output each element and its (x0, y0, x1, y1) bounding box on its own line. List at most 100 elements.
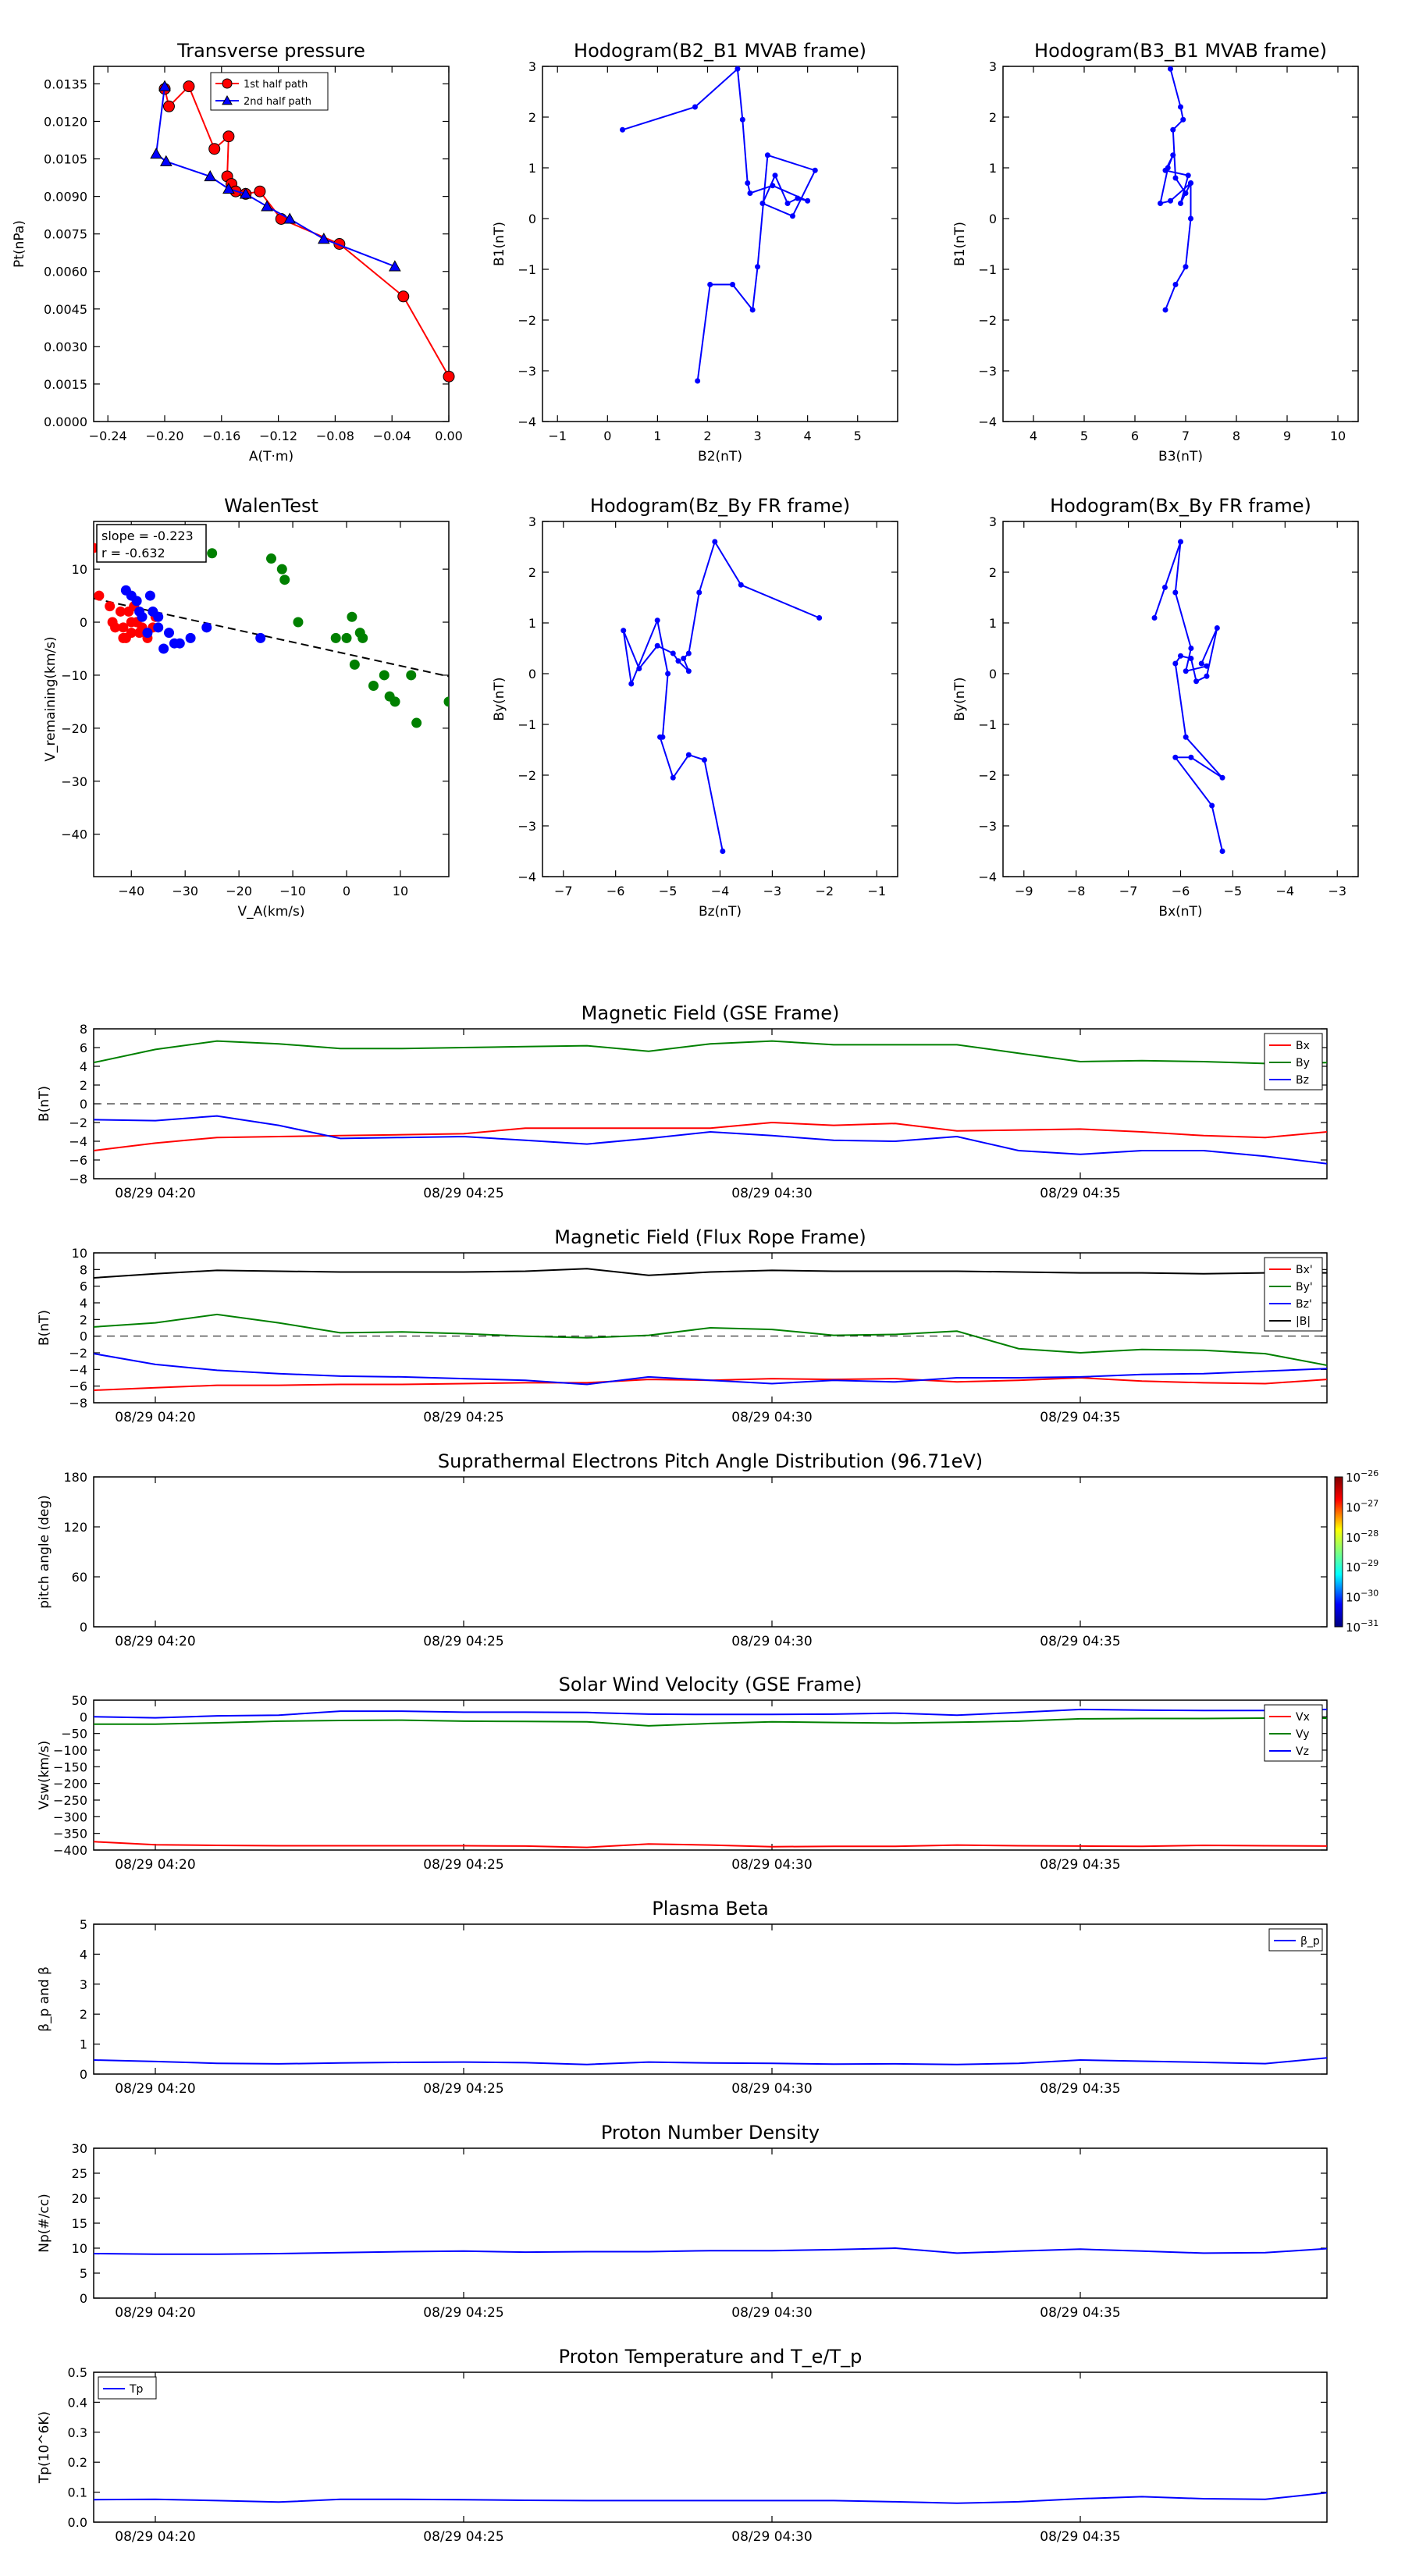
data-point (701, 757, 707, 763)
y-tick-label: 0.5 (68, 2365, 87, 2380)
y-tick-label: −30 (61, 774, 87, 789)
legend-label: 1st half path (244, 79, 308, 91)
legend-label: By' (1296, 1281, 1313, 1293)
y-tick-label: −50 (61, 1727, 87, 1742)
y-tick-label: 3 (989, 59, 997, 74)
y-tick-label: 0.0120 (44, 114, 87, 129)
y-tick-label: −250 (53, 1793, 87, 1808)
y-tick-label: 0.0045 (44, 302, 87, 317)
colorbar-tick-label: 10−30 (1346, 1589, 1378, 1605)
y-tick-label: 2 (989, 565, 997, 580)
data-point-green (389, 696, 400, 707)
y-tick-label: 1 (528, 616, 536, 631)
data-point-green (330, 632, 341, 643)
y-tick-label: −8 (69, 1172, 87, 1187)
y-axis-label: Pt(nPa) (12, 220, 27, 268)
y-tick-label: −200 (53, 1777, 87, 1791)
data-point-green (406, 670, 417, 681)
y-tick-label: −3 (978, 364, 997, 379)
x-tick-label: 08/29 04:25 (423, 2081, 503, 2097)
panel-np: Proton Number Density 08/29 04:20 08/29 04… (37, 2122, 1328, 2321)
data-point-red (118, 632, 129, 643)
data-point (764, 152, 770, 158)
x-tick-label: 1 (653, 429, 661, 443)
data-point-blue (144, 590, 155, 601)
series-line-Vz (94, 1708, 1327, 1719)
data-point (636, 666, 642, 671)
y-axis-label: Vsw(km/s) (37, 1741, 52, 1810)
plot-frame (93, 1923, 1328, 2075)
y-tick-label: 2 (989, 110, 997, 125)
x-tick-label: 0.00 (435, 429, 463, 443)
data-point (692, 104, 698, 110)
data-point (670, 650, 676, 656)
series-line-|B| (94, 1268, 1327, 1279)
x-tick-label: −0.20 (145, 429, 183, 443)
data-point (805, 197, 811, 204)
x-tick-label: 9 (1283, 429, 1291, 443)
y-tick-label: 0 (528, 667, 536, 681)
x-tick-label: 3 (753, 429, 761, 443)
data-point (1162, 307, 1168, 313)
data-point-green (341, 632, 352, 643)
y-tick-label: −300 (53, 1809, 87, 1824)
data-point (1188, 656, 1194, 661)
y-tick-label: 0.0105 (44, 152, 87, 167)
x-tick-label: −8 (1067, 884, 1086, 898)
y-tick-label: 0.0075 (44, 227, 87, 242)
x-tick-label: 08/29 04:25 (423, 1857, 503, 1873)
y-tick-label: −3 (518, 364, 536, 379)
series-line-Bz (94, 1115, 1327, 1165)
annotation-slope: slope = -0.223 (101, 528, 194, 543)
y-tick-label: 0 (80, 2067, 87, 2082)
x-tick-label: −7 (1119, 884, 1138, 898)
data-point (695, 378, 701, 384)
data-point (1172, 754, 1179, 760)
data-point (1204, 663, 1210, 669)
legend-label: Bz' (1296, 1298, 1312, 1311)
x-tick-label: 2 (703, 429, 711, 443)
y-tick-label: −8 (69, 1396, 87, 1411)
y-tick-label: −2 (69, 1346, 87, 1361)
data-point (183, 80, 195, 93)
y-tick-label: 2 (528, 565, 536, 580)
data-point (283, 212, 297, 224)
x-tick-label: 5 (854, 429, 862, 443)
y-tick-label: 1 (989, 161, 997, 176)
data-point (1180, 116, 1186, 123)
y-tick-label: −4 (978, 415, 997, 429)
y-tick-label: −4 (518, 415, 536, 429)
series-line-β_p (94, 2057, 1327, 2065)
data-point (681, 656, 687, 661)
panel-beta: Plasma Beta 08/29 04:20 08/29 04:25 08/29 0… (37, 1898, 1328, 2097)
data-point-green (293, 617, 304, 628)
y-tick-label: −3 (978, 819, 997, 834)
colorbar-tick-label: 10−26 (1346, 1468, 1378, 1485)
y-tick-label: 5 (80, 1917, 87, 1932)
y-axis-label: β_p and β (37, 1966, 52, 2032)
data-point (1193, 678, 1200, 685)
annotation-r: r = -0.632 (101, 546, 165, 560)
y-tick-label: 2 (80, 1312, 87, 1327)
colorbar-tick-label: 10−27 (1346, 1498, 1378, 1514)
data-point (222, 182, 235, 194)
y-tick-label: 0.0090 (44, 190, 87, 205)
annotation-frame (96, 524, 207, 563)
y-tick-label: −3 (518, 819, 536, 834)
data-point (1172, 660, 1179, 667)
y-tick-label: 1 (989, 616, 997, 631)
data-point-blue (201, 622, 212, 633)
series-line-Bz' (94, 1353, 1327, 1386)
data-point (670, 774, 676, 781)
chart-title: Hodogram(B2_B1 MVAB frame) (574, 40, 866, 62)
data-point-blue (153, 622, 164, 633)
y-tick-label: −10 (61, 668, 87, 683)
data-point (665, 671, 671, 677)
data-point-blue (153, 611, 164, 622)
x-tick-label: 08/29 04:35 (1040, 2305, 1120, 2321)
y-tick-label: −350 (53, 1827, 87, 1841)
x-tick-label: −0.04 (373, 429, 411, 443)
legend: Tp (98, 2376, 157, 2400)
y-axis-label: pitch angle (deg) (37, 1495, 52, 1609)
